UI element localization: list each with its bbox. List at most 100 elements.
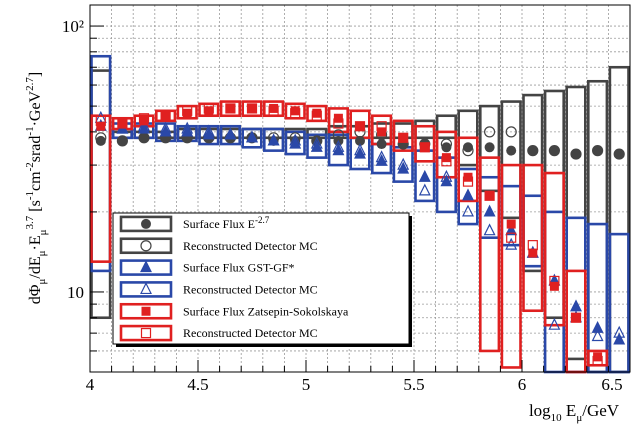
error-box (327, 107, 350, 134)
data-point (591, 329, 604, 342)
data-point (506, 219, 516, 229)
data-point (117, 118, 128, 129)
error-box (262, 127, 285, 152)
data-point (506, 145, 517, 156)
y-tick-label: 10² (62, 17, 84, 36)
data-point (397, 157, 410, 170)
data-point (549, 281, 559, 291)
data-point (289, 136, 302, 149)
data-point (376, 139, 387, 150)
data-point (549, 275, 560, 287)
data-point (290, 106, 300, 116)
data-point (527, 145, 538, 156)
data-point (570, 312, 582, 323)
data-point (485, 191, 495, 201)
error-box (543, 171, 565, 327)
legend-marker (140, 260, 152, 273)
error-box (306, 104, 328, 123)
data-point (375, 153, 388, 166)
data-point (418, 183, 431, 196)
data-point (592, 145, 603, 156)
data-point (355, 121, 365, 131)
data-point (613, 332, 626, 345)
data-point (527, 145, 539, 157)
y-tick-label: 10 (67, 283, 84, 302)
data-point (160, 110, 171, 121)
data-point (95, 135, 106, 146)
data-point (310, 139, 323, 152)
data-point (354, 143, 366, 156)
legend-swatch (119, 237, 173, 255)
data-point (311, 110, 322, 121)
data-point (462, 188, 474, 201)
data-point (333, 113, 343, 123)
x-tick-label: 5 (302, 375, 311, 394)
data-point (246, 130, 258, 143)
x-tick-label: 6.5 (601, 375, 622, 394)
x-tick-label: 5.5 (403, 375, 424, 394)
data-point (484, 190, 495, 201)
data-point (440, 138, 452, 150)
legend-marker (140, 240, 152, 252)
data-point (312, 108, 322, 118)
data-point (441, 153, 451, 163)
data-point (354, 121, 366, 132)
data-point (418, 169, 431, 182)
data-point (377, 127, 387, 137)
data-point (332, 143, 345, 156)
data-point (483, 223, 496, 236)
data-point (462, 145, 474, 157)
error-box (306, 133, 328, 159)
error-box (500, 163, 522, 369)
error-box (90, 69, 112, 320)
error-box (478, 156, 501, 353)
data-point (203, 103, 214, 114)
x-tick-label: 6 (518, 375, 527, 394)
error-box (284, 130, 306, 156)
data-point (613, 148, 625, 160)
svg-text:log10 Eμ/GeV: log10 Eμ/GeV (529, 401, 620, 424)
data-point (484, 126, 496, 138)
error-box (522, 93, 544, 273)
error-box (500, 100, 522, 220)
data-point (462, 176, 474, 187)
data-point (614, 149, 625, 160)
data-point (549, 145, 560, 156)
legend-marker (140, 282, 152, 295)
data-point (159, 121, 172, 134)
data-point (398, 133, 408, 143)
data-point (483, 204, 496, 217)
error-box (414, 124, 436, 163)
x-tick-labels: 4 4.5 5 5.5 6 6.5 (86, 375, 623, 394)
data-point (269, 103, 279, 113)
legend-box (112, 212, 410, 345)
data-point (289, 133, 302, 146)
legend-marker (140, 327, 152, 339)
error-box (565, 216, 587, 374)
legend-label: Reconstructed Detector MC (183, 282, 318, 296)
error-box (392, 119, 414, 152)
data-point (267, 133, 280, 146)
legend-label: Reconstructed Detector MC (183, 326, 318, 340)
error-box (241, 100, 263, 118)
error-box (90, 114, 112, 263)
x-tick-label: 4.5 (187, 375, 208, 394)
error-box (90, 54, 112, 273)
error-box (414, 119, 436, 140)
data-point (333, 118, 344, 129)
plot-frame (89, 4, 631, 373)
legend: Surface Flux E-2.7 Reconstructed Detector… (112, 212, 412, 347)
data-point (484, 142, 495, 153)
data-point (139, 132, 149, 143)
data-point (592, 355, 603, 367)
data-point (505, 237, 518, 250)
legend-marker (141, 306, 151, 316)
error-box (241, 127, 263, 149)
data-point (247, 103, 257, 113)
data-point (268, 105, 279, 116)
x-tick-label: 4 (86, 375, 95, 394)
y-tick-labels: 10 10² (62, 17, 84, 302)
data-point (290, 108, 301, 119)
legend-label: Surface Flux GST-GF* (183, 261, 295, 275)
